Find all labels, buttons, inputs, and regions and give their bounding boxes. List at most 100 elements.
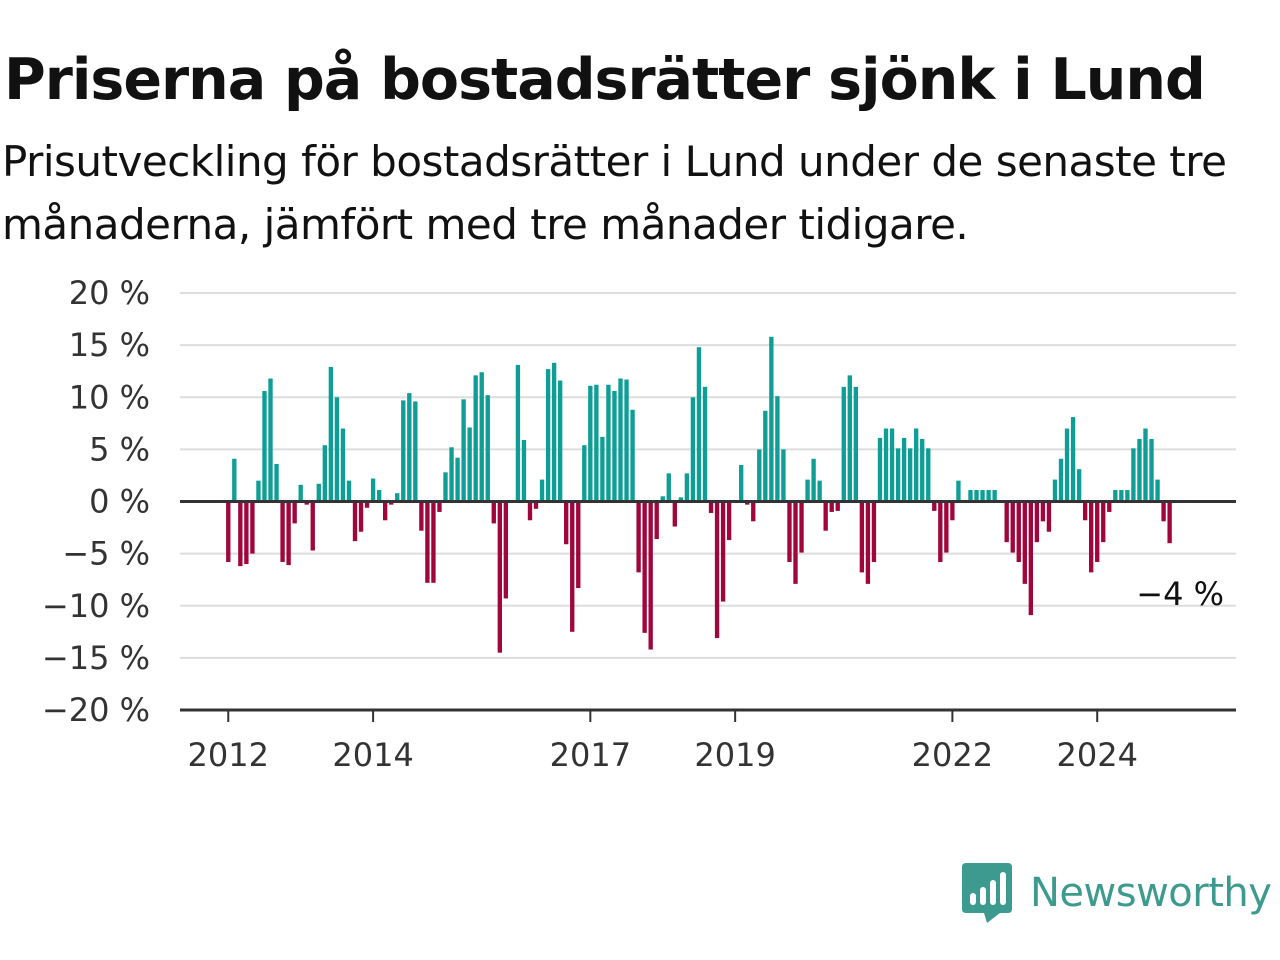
- bar: [1022, 501, 1027, 584]
- bar: [328, 367, 334, 502]
- bar: [950, 501, 955, 521]
- bar: [467, 427, 472, 502]
- bar: [817, 480, 822, 502]
- bar: [1131, 448, 1136, 502]
- bar: [250, 501, 255, 554]
- bar: [980, 490, 985, 502]
- bar: [636, 501, 641, 573]
- bar: [588, 385, 593, 502]
- bar: [551, 362, 557, 502]
- bar: [986, 490, 991, 502]
- bar: [286, 501, 291, 566]
- bar: [1125, 490, 1130, 502]
- bar: [515, 364, 521, 502]
- bar: [859, 501, 865, 573]
- bar: [1082, 501, 1088, 521]
- bar: [720, 501, 726, 602]
- bar: [726, 501, 732, 541]
- bar: [642, 501, 647, 633]
- bar: [238, 501, 243, 567]
- bar: [274, 463, 279, 502]
- bar: [1161, 501, 1166, 522]
- bar: [1137, 438, 1142, 502]
- bar: [799, 501, 804, 553]
- bar: [564, 501, 569, 545]
- bar: [1046, 501, 1052, 532]
- y-tick-label: 0 %: [89, 483, 150, 521]
- bar: [757, 449, 762, 502]
- bar: [322, 445, 327, 502]
- bar: [594, 384, 599, 502]
- bar: [1070, 417, 1076, 502]
- bar: [907, 448, 913, 502]
- bar: [1113, 490, 1118, 502]
- x-tick-label: 2024: [1056, 736, 1137, 774]
- bar: [714, 501, 720, 639]
- bar: [310, 501, 315, 551]
- last-value-annotation: −4 %: [1136, 575, 1224, 613]
- bar: [1095, 501, 1100, 562]
- bar: [660, 496, 665, 502]
- bar: [1010, 501, 1015, 553]
- bar: [895, 448, 901, 502]
- grid-lines: [180, 292, 1236, 659]
- bar: [479, 372, 484, 502]
- bar: [654, 501, 659, 540]
- bar: [407, 393, 412, 502]
- y-tick-label: −15 %: [42, 639, 150, 677]
- bar: [298, 484, 303, 502]
- bar: [787, 501, 792, 562]
- bar: [389, 501, 394, 505]
- y-tick-label: −5 %: [62, 535, 150, 573]
- bar: [889, 428, 895, 502]
- bar: [370, 478, 376, 502]
- bar: [775, 396, 780, 502]
- bar: [920, 438, 925, 502]
- bar: [630, 409, 635, 502]
- bar: [841, 386, 846, 502]
- bar: [793, 501, 798, 584]
- bar: [334, 397, 340, 502]
- bar: [690, 397, 696, 502]
- bar: [835, 501, 840, 511]
- bar: [1119, 490, 1124, 502]
- bar: [914, 428, 919, 502]
- bar: [702, 386, 708, 502]
- bar: [926, 448, 931, 502]
- bar: [823, 501, 828, 531]
- bar: [811, 458, 816, 502]
- bar: [600, 436, 605, 502]
- bar: [684, 473, 690, 502]
- bar: [244, 501, 249, 565]
- newsworthy-logo: Newsworthy: [962, 862, 1272, 924]
- x-tick-label: 2012: [188, 736, 269, 774]
- bar: [781, 449, 786, 502]
- bar: [292, 501, 297, 524]
- y-tick-label: 5 %: [89, 430, 150, 468]
- bar: [346, 480, 352, 502]
- bar: [672, 501, 677, 527]
- bar: [576, 501, 581, 589]
- bar: [618, 378, 623, 502]
- y-tick-label: 10 %: [69, 378, 150, 416]
- bar: [262, 390, 267, 502]
- bar-chart: 20 % 15 % 10 % 5 % 0 % −5 % −10 % −15 % −20 % 20…: [42, 274, 1236, 774]
- bar: [901, 437, 907, 502]
- bar: [968, 490, 973, 502]
- bar: [582, 445, 587, 502]
- y-axis-labels: 20 % 15 % 10 % 5 % 0 % −5 % −10 % −15 % −20 %: [42, 274, 150, 729]
- bar: [612, 390, 617, 502]
- bar: [1028, 501, 1034, 616]
- bar: [696, 347, 702, 502]
- bar: [539, 479, 545, 502]
- bar: [491, 501, 496, 524]
- bar: [666, 473, 671, 502]
- bar: [268, 378, 273, 502]
- bar: [503, 501, 509, 599]
- bar: [395, 493, 400, 502]
- bar: [847, 375, 852, 502]
- bar: [316, 483, 321, 502]
- y-tick-label: −20 %: [42, 691, 150, 729]
- bar: [425, 501, 430, 583]
- bar: [1058, 458, 1064, 502]
